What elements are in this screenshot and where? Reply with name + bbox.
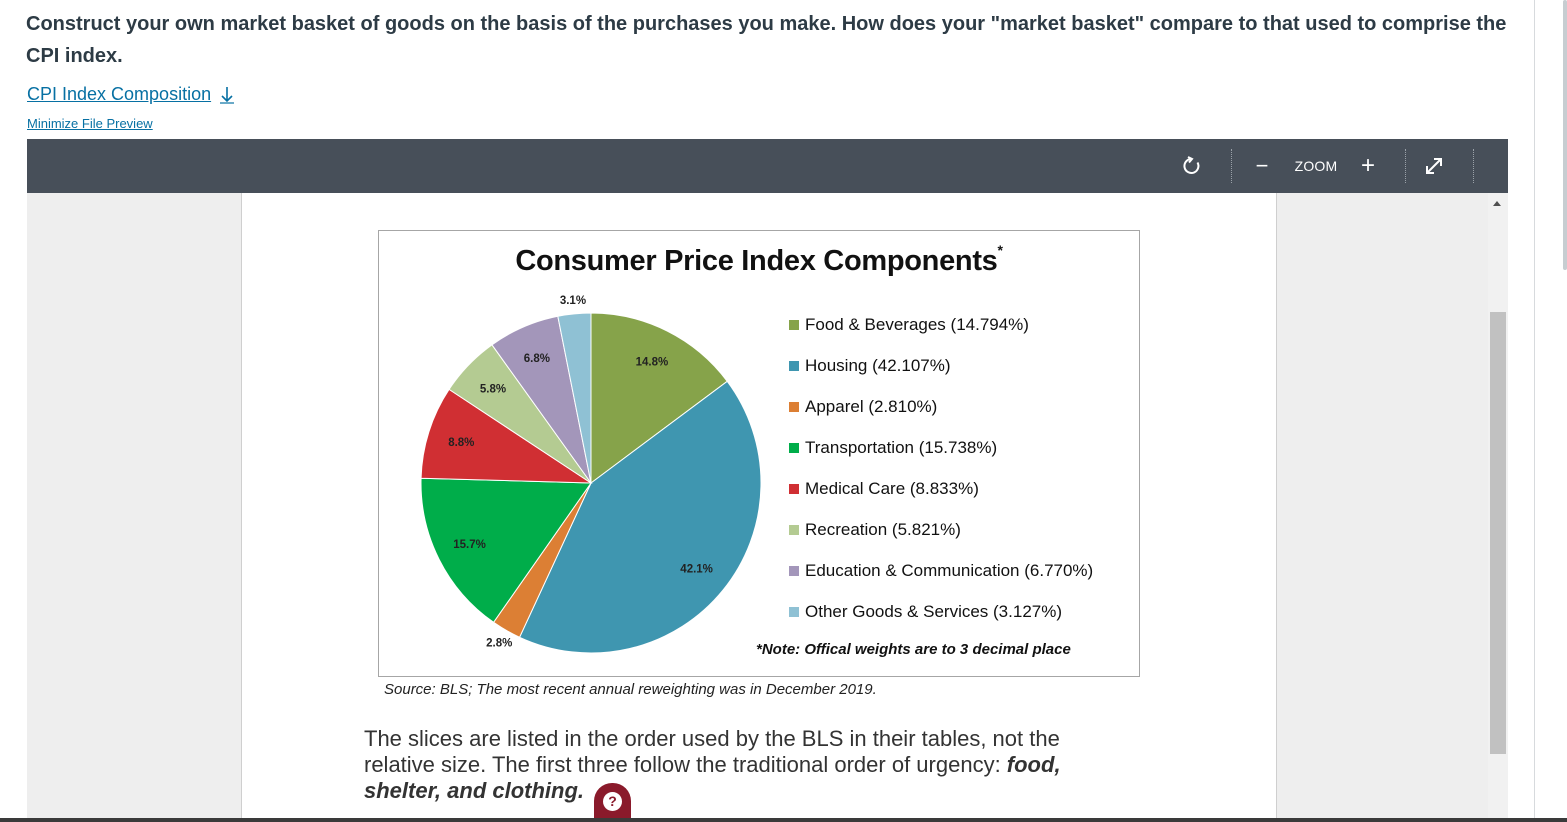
document-page: Consumer Price Index Components* 14.8% 42… xyxy=(241,193,1277,822)
legend-label: Recreation (5.821%) xyxy=(805,520,961,539)
legend-swatch xyxy=(789,361,799,371)
pie-data-label: 42.1% xyxy=(680,564,713,576)
chart-note: *Note: Offical weights are to 3 decimal … xyxy=(756,641,1071,658)
pie-slice-4 xyxy=(420,388,593,484)
legend-item: Medical Care (8.833%) xyxy=(789,479,979,499)
legend-label: Food & Beverages (14.794%) xyxy=(805,315,1029,334)
legend-label: Other Goods & Services (3.127%) xyxy=(805,602,1063,621)
scroll-up-arrow[interactable] xyxy=(1493,201,1501,206)
pie-slice-0 xyxy=(590,312,728,484)
explanation-paragraph: The slices are listed in the order used … xyxy=(364,726,1124,804)
chart-title-mark: * xyxy=(997,242,1003,259)
help-icon: ? xyxy=(603,792,622,811)
pie-data-label: 8.8% xyxy=(448,437,474,449)
legend-item: Housing (42.107%) xyxy=(789,356,951,376)
preview-toolbar: − ZOOM + xyxy=(27,139,1508,193)
paragraph-bold: food, shelter, and clothing. xyxy=(364,752,1061,803)
page-scroll-thumb[interactable] xyxy=(1563,0,1567,270)
legend-item: Recreation (5.821%) xyxy=(789,520,961,540)
pie-data-label: 5.8% xyxy=(480,384,506,396)
right-panel xyxy=(1534,0,1567,822)
pie-data-label: 2.8% xyxy=(486,638,512,650)
download-icon xyxy=(220,86,235,104)
help-button[interactable]: ? xyxy=(594,783,631,822)
legend-label: Transportation (15.738%) xyxy=(805,438,998,457)
fullscreen-button[interactable] xyxy=(1419,151,1449,181)
zoom-label: ZOOM xyxy=(1294,158,1338,174)
legend-swatch xyxy=(789,402,799,412)
rotate-icon xyxy=(1183,156,1200,174)
scroll-thumb[interactable] xyxy=(1490,312,1506,754)
legend-swatch xyxy=(789,566,799,576)
legend-swatch xyxy=(789,484,799,494)
viewer-scrollbar[interactable] xyxy=(1488,193,1508,822)
paragraph-text: The slices are listed in the order used … xyxy=(364,726,1060,777)
zoom-out-button[interactable]: − xyxy=(1255,153,1269,178)
legend-swatch xyxy=(789,525,799,535)
pie-chart: 14.8% 42.1% 2.8% 15.7% 8.8% 5.8% 6.8% 3.1% xyxy=(420,295,762,654)
pie-data-label: 3.1% xyxy=(560,295,586,307)
pie-data-label: 15.7% xyxy=(453,539,486,551)
pie-slice-7 xyxy=(557,312,592,484)
pie-slice-3 xyxy=(420,477,592,624)
toolbar-divider xyxy=(1405,149,1406,183)
file-preview-viewer: − ZOOM + Consumer Price Index Components… xyxy=(27,139,1508,822)
expand-icon xyxy=(1426,158,1442,174)
legend-swatch xyxy=(789,607,799,617)
pie-data-label: 14.8% xyxy=(636,356,669,368)
question-text: Construct your own market basket of good… xyxy=(26,13,1507,67)
file-link-label: CPI Index Composition xyxy=(27,84,212,104)
chart-source: Source: BLS; The most recent annual rewe… xyxy=(384,681,877,698)
pie-slice-1 xyxy=(518,380,762,654)
pie-data-label: 6.8% xyxy=(524,353,550,365)
legend-item: Food & Beverages (14.794%) xyxy=(789,315,1029,335)
legend-label: Education & Communication (6.770%) xyxy=(805,561,1094,580)
toolbar-divider xyxy=(1473,149,1474,183)
rotate-button[interactable] xyxy=(1177,151,1207,181)
chart-title-text: Consumer Price Index Components xyxy=(515,245,998,277)
legend-item: Other Goods & Services (3.127%) xyxy=(789,602,1062,622)
legend-item: Education & Communication (6.770%) xyxy=(789,561,1093,581)
legend-swatch xyxy=(789,443,799,453)
zoom-in-button[interactable]: + xyxy=(1360,152,1375,179)
legend-swatch xyxy=(789,320,799,330)
legend-item: Transportation (15.738%) xyxy=(789,438,997,458)
file-download-link[interactable]: CPI Index Composition xyxy=(27,84,235,105)
legend-item: Apparel (2.810%) xyxy=(789,397,937,417)
chart-title: Consumer Price Index Components* xyxy=(379,242,1139,278)
bottom-border xyxy=(0,818,1567,822)
minimize-preview-link[interactable]: Minimize File Preview xyxy=(27,116,153,131)
legend-label: Housing (42.107%) xyxy=(805,356,951,375)
legend-label: Apparel (2.810%) xyxy=(805,397,938,416)
toolbar-divider xyxy=(1231,149,1232,183)
cpi-chart: Consumer Price Index Components* 14.8% 42… xyxy=(378,230,1140,677)
legend-label: Medical Care (8.833%) xyxy=(805,479,979,498)
